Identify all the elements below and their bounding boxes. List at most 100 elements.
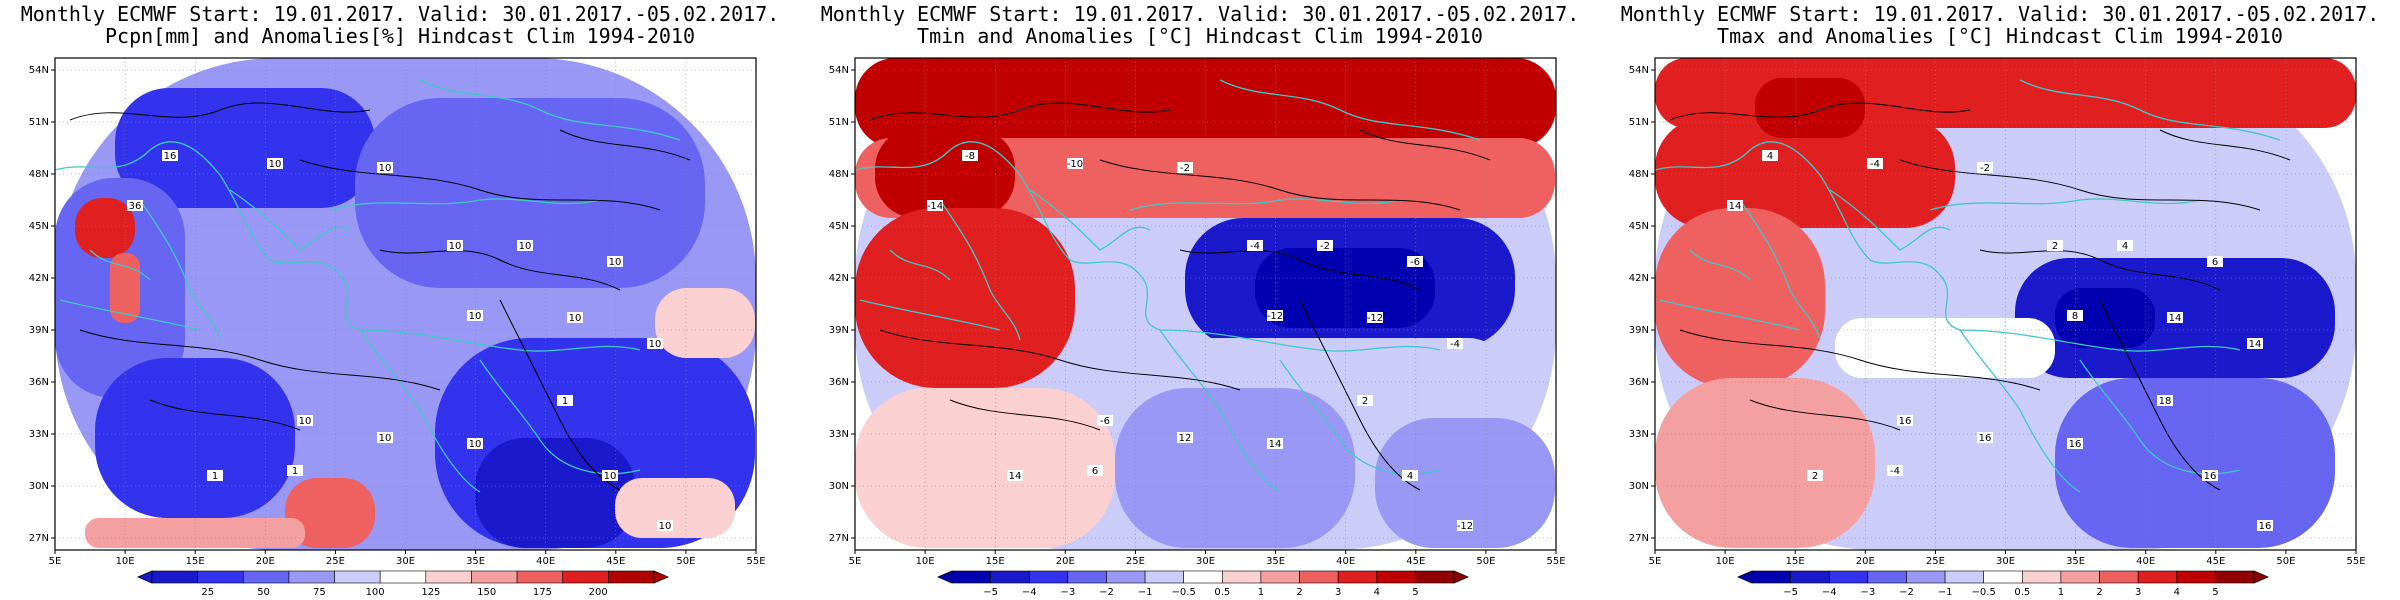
contour-label: -4: [1450, 339, 1460, 350]
colorbar-arrow-right: [653, 570, 670, 584]
colorbar-swatch: [1106, 570, 1146, 584]
contour-label-bg: [1727, 200, 1743, 211]
colorbar-label: 5: [1412, 587, 1418, 598]
contour-label: 6: [2212, 257, 2218, 268]
contour-label-bg: [657, 520, 673, 531]
colorbar-label: 75: [313, 587, 326, 598]
colorbar-arrow-right: [2253, 570, 2270, 584]
coastline: [1029, 189, 1151, 251]
colorbar: −5 −4 −3 −2 −1 −0.5 0.5 1 2 3 4 5: [1736, 570, 2270, 598]
lat-label: 54N: [1629, 65, 1649, 76]
anomaly-patch: [2055, 288, 2155, 348]
lat-label: 51N: [29, 117, 49, 128]
lat-label: 45N: [29, 221, 49, 232]
anomaly-patch: [115, 88, 375, 208]
anomaly-patch: [285, 478, 375, 548]
contour-label: 16: [1979, 433, 1992, 444]
gridlines: [1654, 58, 2357, 550]
contour-line: [949, 399, 1101, 431]
contour-label: 16: [1899, 416, 1912, 427]
coastline: [889, 249, 951, 281]
lon-label: 50E: [676, 556, 695, 567]
contour-label: -4: [1890, 466, 1900, 477]
coastline: [1159, 329, 1281, 493]
anomaly-patch: [615, 478, 735, 538]
colorbar-swatch: [516, 570, 564, 584]
contour-label-bg: [1097, 415, 1113, 426]
contour-label: -4: [1870, 159, 1880, 170]
lon-label: 15E: [986, 556, 1005, 567]
colorbar-swatch: [2215, 570, 2255, 584]
contour-label-bg: [467, 438, 483, 449]
contour-label: 10: [449, 241, 462, 252]
colorbar-arrow-left: [1736, 570, 1753, 584]
colorbar: 25 50 75 100 125 150 175 200: [136, 570, 670, 598]
colorbar-swatch: [1183, 570, 1223, 584]
contour-label-bg: [297, 415, 313, 426]
contour-label-bg: [2257, 520, 2273, 531]
contour-label-bg: [377, 162, 393, 173]
contour-line: [1299, 299, 1421, 491]
lat-label: 30N: [1629, 481, 1649, 492]
colorbar-label: 125: [421, 587, 440, 598]
anomaly-patch: [355, 98, 705, 288]
lon-label: 55E: [2346, 556, 2365, 567]
contour-label: 10: [379, 433, 392, 444]
colorbar-swatch: [1337, 570, 1378, 584]
contour-label-bg: [1177, 432, 1193, 443]
contours: [69, 102, 691, 491]
contour-label-bg: [1887, 465, 1903, 476]
contour-label: 18: [2159, 396, 2172, 407]
contour-label-bg: [1977, 432, 1993, 443]
lon-label: 40E: [1336, 556, 1355, 567]
contour-label-bg: [207, 470, 223, 481]
coastline: [2019, 79, 2281, 141]
colorbar-label: 175: [533, 587, 552, 598]
panel-title-line1: Monthly ECMWF Start: 19.01.2017. Valid: …: [820, 2, 1580, 26]
coastline: [1959, 329, 2081, 493]
contour-label: 16: [2204, 471, 2217, 482]
contour-label: 2: [1812, 471, 1818, 482]
coastline: [329, 198, 601, 211]
contour-label: -8: [965, 151, 975, 162]
anomaly-patch: [85, 518, 305, 548]
contour-label: 10: [299, 416, 312, 427]
panel-title-line2: Pcpn[mm] and Anomalies[%] Hindcast Clim …: [104, 24, 695, 48]
contour-label-bg: [287, 465, 303, 476]
coastline: [1929, 198, 2201, 211]
coastline: [359, 329, 481, 493]
colorbar-label: −3: [1860, 587, 1875, 598]
contour-label-bg: [1867, 158, 1883, 169]
contour-label: 14: [1009, 471, 1022, 482]
lon-label: 35E: [2066, 556, 2085, 567]
contour-label-bg: [2167, 312, 2183, 323]
contour-label: 4: [1767, 151, 1773, 162]
coastline: [1219, 79, 1481, 141]
contour-label: 4: [2122, 241, 2128, 252]
colorbar-label: 200: [589, 587, 608, 598]
lat-label: 36N: [29, 377, 49, 388]
map-precipitation: 16 10 10 10 10 10 10 10 10 10 10 10 1 1 10 1 10 36 54N 51N 4…: [29, 57, 766, 598]
contour-label-bg: [927, 200, 943, 211]
colorbar-label: −2: [1099, 587, 1114, 598]
lat-label: 48N: [29, 169, 49, 180]
colorbar-swatch: [1867, 570, 1907, 584]
contour-line: [869, 102, 1171, 121]
contour-label-bg: [1762, 150, 1778, 161]
colorbar-label: −4: [1822, 587, 1837, 598]
colorbar-swatch: [1028, 570, 1069, 584]
contour-label: -10: [1067, 159, 1083, 170]
contour-label-bg: [2067, 310, 2083, 321]
contour-label: 10: [604, 471, 617, 482]
coastline: [939, 199, 1021, 341]
contour-label-bg: [1247, 240, 1263, 251]
lat-label: 27N: [1629, 533, 1649, 544]
contour-label-bg: [1407, 256, 1423, 267]
coastline: [419, 79, 681, 141]
colorbar-swatch: [379, 570, 427, 584]
lon-label: 30E: [1996, 556, 2015, 567]
anomaly-patch: [1835, 318, 2055, 378]
colorbar-label: 1: [1258, 587, 1264, 598]
anomaly-patch: [110, 253, 140, 323]
